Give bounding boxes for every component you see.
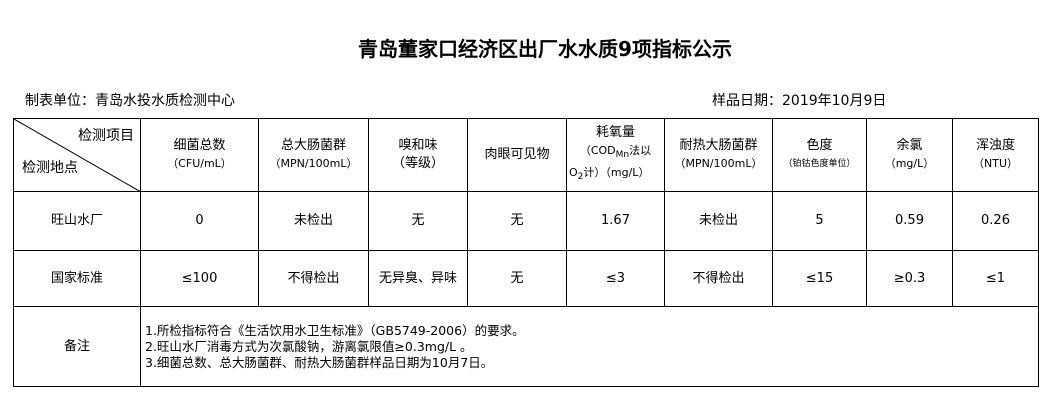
header-name: 浑浊度 bbox=[975, 138, 1015, 153]
table-row: 旺山水厂 0 未检出 无 无 1.67 未检出 5 0.59 0.26 bbox=[13, 191, 1039, 251]
header-name: 总大肠菌群 bbox=[280, 138, 346, 153]
note-line: 2.旺山水厂消毒方式为次氯酸钠，游离氯限值≥0.3mg/L 。 bbox=[145, 338, 473, 354]
header-name: 色度 bbox=[806, 138, 833, 153]
issuing-unit: 制表单位：青岛水投水质检测中心 bbox=[25, 93, 235, 109]
row-label: 旺山水厂 bbox=[13, 191, 141, 251]
cell: ≤3 bbox=[566, 250, 665, 307]
table-row: 国家标准 ≤100 不得检出 无异臭、异味 无 ≤3 不得检出 ≤15 ≥0.3… bbox=[13, 250, 1039, 307]
cell: 未检出 bbox=[258, 191, 369, 251]
header-unit: （MPN/100mL） bbox=[269, 157, 358, 170]
header-bacteria: 细菌总数 （CFU/mL） bbox=[140, 118, 259, 192]
header-coliform: 总大肠菌群 （MPN/100mL） bbox=[258, 118, 369, 192]
water-quality-table: 检测项目 检测地点 细菌总数 （CFU/mL） 总大肠菌群 （MPN/100mL） … bbox=[13, 118, 1039, 387]
header-unit: （铂钴色度单位） bbox=[783, 159, 856, 169]
header-sub: Mn bbox=[615, 150, 630, 160]
cell: 无 bbox=[467, 191, 567, 251]
corner-cell: 检测项目 检测地点 bbox=[13, 118, 141, 192]
header-unit: （NTU） bbox=[973, 157, 1018, 170]
header-unit: （MPN/100mL） bbox=[674, 157, 763, 170]
cell: 不得检出 bbox=[258, 250, 369, 307]
header-thermo-coliform: 耐热大肠菌群 （MPN/100mL） bbox=[664, 118, 773, 192]
note-line: 3.细菌总数、总大肠菌群、耐热大肠菌群样品日期为10月7日。 bbox=[145, 354, 494, 370]
header-unit: （COD bbox=[579, 143, 616, 157]
cell: 无异臭、异味 bbox=[368, 250, 468, 307]
header-name: 耐热大肠菌群 bbox=[679, 138, 758, 153]
header-turbidity: 浑浊度 （NTU） bbox=[952, 118, 1039, 192]
header-unit: 计）（mg/L） bbox=[583, 166, 650, 179]
cell: ≥0.3 bbox=[866, 250, 953, 307]
header-chlorine: 余氯 （mg/L） bbox=[866, 118, 953, 192]
cell: 无 bbox=[368, 191, 468, 251]
header-odor: 嗅和味 （等级） bbox=[368, 118, 468, 192]
header-visible: 肉眼可见物 bbox=[467, 118, 567, 192]
cell: ≤1 bbox=[952, 250, 1039, 307]
header-unit: （等级） bbox=[391, 156, 444, 171]
header-unit: （CFU/mL） bbox=[167, 157, 232, 170]
diagonal-line bbox=[14, 119, 141, 192]
header-name: 余氯 bbox=[896, 138, 923, 153]
corner-top: 检测项目 bbox=[78, 128, 134, 144]
corner-bottom: 检测地点 bbox=[22, 160, 78, 176]
row-label: 国家标准 bbox=[13, 250, 141, 307]
cell: 5 bbox=[772, 191, 867, 251]
cell: ≤15 bbox=[772, 250, 867, 307]
header-unit: （mg/L） bbox=[884, 157, 935, 170]
cell: 未检出 bbox=[664, 191, 773, 251]
note-line: 1.所检指标符合《生活饮用水卫生标准》（GB5749-2006）的要求。 bbox=[145, 322, 525, 338]
page-title: 青岛董家口经济区出厂水水质9项指标公示 bbox=[358, 37, 732, 61]
cell: 无 bbox=[467, 250, 567, 307]
notes-content: 1.所检指标符合《生活饮用水卫生标准》（GB5749-2006）的要求。 2.旺… bbox=[140, 306, 1039, 387]
cell: ≤100 bbox=[140, 250, 259, 307]
header-name: 耗氧量 bbox=[595, 124, 635, 140]
notes-label: 备注 bbox=[13, 306, 141, 387]
cell: 0.59 bbox=[866, 191, 953, 251]
header-name: 肉眼可见物 bbox=[484, 147, 550, 162]
header-sub: 2 bbox=[577, 172, 584, 183]
cell: 1.67 bbox=[566, 191, 665, 251]
header-unit: 法以 bbox=[629, 143, 652, 157]
header-unit: O bbox=[569, 166, 578, 179]
header-color: 色度 （铂钴色度单位） bbox=[772, 118, 867, 192]
notes-row: 备注 1.所检指标符合《生活饮用水卫生标准》（GB5749-2006）的要求。 … bbox=[13, 306, 1039, 387]
header-row: 检测项目 检测地点 细菌总数 （CFU/mL） 总大肠菌群 （MPN/100mL） … bbox=[13, 118, 1039, 192]
header-name: 嗅和味 bbox=[398, 138, 438, 153]
header-cod: 耗氧量 （CODMn法以 O2计）（mg/L） bbox=[566, 118, 665, 192]
header-name: 细菌总数 bbox=[173, 138, 226, 153]
cell: 0 bbox=[140, 191, 259, 251]
cell: 0.26 bbox=[952, 191, 1039, 251]
cell: 不得检出 bbox=[664, 250, 773, 307]
sample-date: 样品日期：2019年10月9日 bbox=[712, 93, 887, 109]
